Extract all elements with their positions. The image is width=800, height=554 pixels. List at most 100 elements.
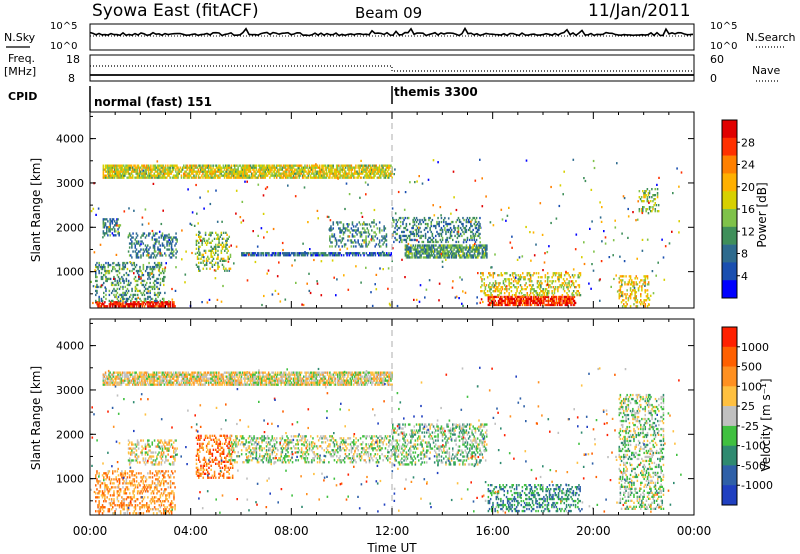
power-echo-cell (529, 301, 532, 305)
power-echo-cell (117, 263, 120, 267)
power-echo-cell (250, 176, 253, 179)
power-echo-cell (142, 283, 145, 287)
power-echo-cell (302, 252, 304, 255)
power-echo-cell (494, 288, 497, 291)
power-echo-cell (472, 246, 475, 249)
power-echo-cell (318, 164, 321, 167)
power-echo-cell (161, 301, 164, 304)
power-echo-cell (152, 164, 154, 167)
power-echo-cell (510, 297, 512, 301)
power-echo-cell (153, 168, 156, 171)
power-echo-cell (412, 248, 415, 251)
power-echo-cell (112, 174, 115, 177)
freq-tick-bottom: 8 (68, 72, 75, 85)
power-echo-cell (331, 172, 333, 175)
power-echo-cell (423, 246, 426, 249)
power-echo-cell (418, 230, 420, 234)
power-echo-cell (203, 170, 205, 173)
power-echo-cell (390, 174, 392, 177)
power-echo-cell (472, 234, 474, 238)
power-echo-cell (144, 299, 147, 303)
power-echo-cell (175, 238, 177, 241)
power-echo-cell (473, 234, 476, 238)
power-echo-cell (234, 170, 236, 173)
power-echo-cell (573, 299, 576, 303)
power-echo-cell (563, 170, 565, 173)
power-echo-cell (428, 236, 430, 240)
power-echo-cell (485, 246, 487, 249)
power-echo-cell (548, 276, 550, 279)
power-echo-cell (204, 251, 207, 254)
power-echo-cell (213, 253, 216, 256)
power-echo-cell (218, 166, 220, 169)
power-echo-cell (467, 228, 470, 232)
power-echo-cell (646, 277, 649, 280)
power-echo-cell (102, 220, 105, 223)
power-echo-cell (175, 248, 177, 251)
power-echo-cell (473, 216, 476, 220)
power-echo-cell (427, 246, 429, 249)
power-echo-cell (309, 176, 312, 179)
power-echo-cell (283, 172, 286, 175)
power-echo-cell (186, 172, 188, 175)
power-echo-cell (520, 288, 523, 291)
power-echo-cell (151, 174, 153, 177)
power-echo-cell (148, 285, 150, 289)
power-echo-cell (386, 164, 389, 167)
power-echo-cell (373, 170, 375, 173)
power-echo-cell (355, 254, 357, 257)
power-echo-cell (447, 244, 450, 247)
power-echo-cell (118, 176, 120, 179)
power-echo-cell (517, 278, 520, 281)
power-echo-cell (121, 164, 124, 167)
power-echo-cell (199, 251, 201, 254)
power-echo-cell (383, 229, 385, 232)
power-echo-cell (412, 232, 414, 236)
power-echo-cell (437, 240, 439, 244)
power-echo-cell (157, 269, 160, 272)
power-echo-cell (217, 265, 219, 268)
power-echo-cell (572, 276, 575, 279)
power-echo-cell (288, 174, 290, 177)
power-echo-cell (560, 272, 563, 275)
power-echo-cell (286, 254, 288, 257)
power-echo-cell (331, 241, 333, 244)
power-echo-cell (267, 170, 270, 173)
power-echo-cell (648, 208, 651, 211)
power-echo-cell (355, 170, 357, 173)
power-echo-cell (291, 170, 294, 173)
power-echo-cell (220, 168, 222, 171)
power-echo-cell (100, 277, 103, 281)
power-echo-cell (132, 170, 134, 173)
power-echo-cell (361, 215, 364, 218)
power-echo-cell (546, 278, 549, 281)
power-echo-cell (566, 292, 568, 295)
power-echo-cell (367, 183, 369, 186)
power-echo-cell (561, 294, 564, 297)
power-echo-cell (529, 274, 532, 277)
power-echo-cell (543, 292, 546, 295)
power-echo-cell (626, 293, 628, 296)
power-echo-cell (106, 170, 108, 173)
power-echo-cell (482, 246, 485, 249)
power-echo-cell (145, 176, 148, 179)
power-echo-cell (169, 256, 172, 259)
power-echo-cell (289, 174, 291, 177)
power-echo-cell (350, 172, 353, 175)
power-echo-cell (220, 170, 222, 173)
date-title: 11/Jan/2011 (588, 1, 691, 21)
power-echo-cell (117, 295, 120, 299)
power-echo-cell (127, 281, 130, 285)
power-echo-cell (644, 277, 647, 280)
power-echo-cell (365, 239, 367, 242)
power-echo-cell (542, 295, 544, 299)
power-echo-cell (358, 168, 361, 171)
power-echo-cell (437, 256, 439, 259)
power-echo-cell (479, 301, 482, 304)
power-echo-cell (116, 170, 118, 173)
power-echo-cell (354, 172, 356, 175)
power-echo-cell (210, 166, 212, 169)
power-echo-cell (160, 166, 162, 169)
power-echo-cell (213, 172, 216, 175)
power-echo-cell (436, 250, 438, 253)
